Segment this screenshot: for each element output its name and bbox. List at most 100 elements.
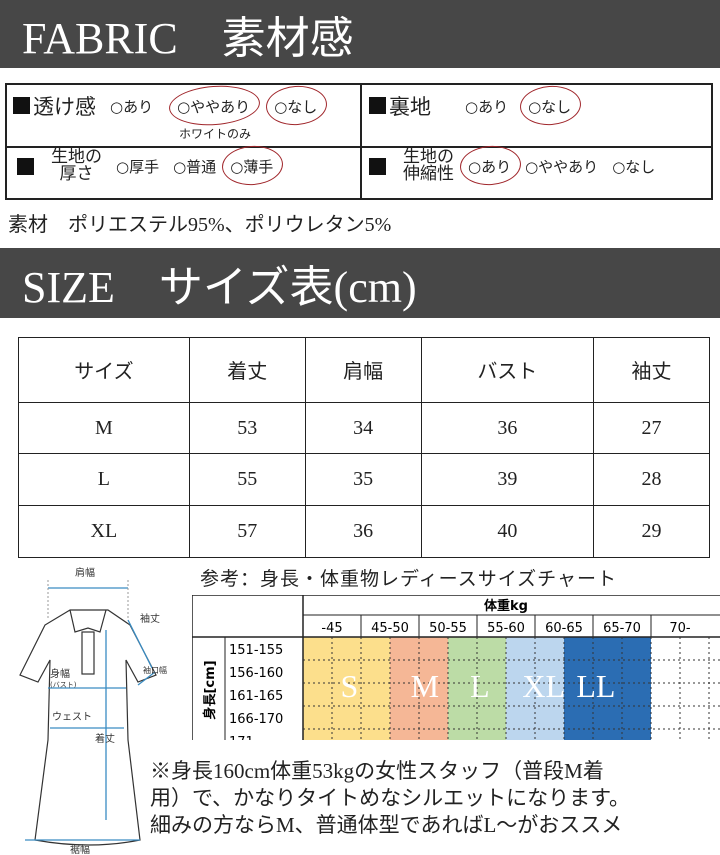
transparency-label: 透け感: [33, 95, 96, 119]
table-cell: 40: [420, 505, 595, 558]
band-cell: [506, 637, 536, 740]
size-chart: 体重kg -45 45-50 50-55 55-60 60-65 65-70 70- 151-1…: [192, 595, 720, 740]
option-lining-yes: ○あり: [465, 97, 509, 116]
band-cell: [593, 637, 623, 740]
stretch-label-2: 伸縮性: [403, 164, 454, 184]
stretch-row: 生地の 伸縮性 ○あり ○ややあり ○なし: [369, 143, 656, 187]
square-bullet-icon: [13, 97, 30, 114]
table-cell: 28: [593, 453, 710, 507]
chart-title: 参考：身長・体重物レディースサイズチャート: [200, 569, 617, 590]
square-bullet-icon: [369, 157, 386, 175]
option-thick: ○厚手: [116, 157, 160, 176]
band-cell: [622, 637, 652, 740]
fabric-header: FABRIC 素材感: [0, 0, 720, 68]
note-line: 用）で、かなりタイトめなシルエットになります。: [150, 786, 631, 810]
col-header: 体重kg: [484, 598, 528, 614]
table-row: L 55 35 39 28: [18, 453, 710, 507]
note-line: 細みの方ならM、普通体型であればL～がおススメ: [150, 813, 623, 837]
table-cell: 35: [304, 453, 422, 507]
stretch-label-1: 生地の: [403, 147, 454, 167]
table-cell: 36: [420, 401, 595, 455]
transparency-row: 透け感 ○あり ○ややあり ○なし: [13, 82, 329, 128]
table-cell: 57: [188, 505, 306, 558]
thickness-label-2: 厚さ: [59, 164, 94, 184]
label-bust: 身幅: [50, 667, 70, 680]
header-cell: サイズ: [18, 337, 190, 403]
col-label: 60-65: [545, 621, 583, 636]
table-cell: 27: [593, 401, 710, 455]
note-text: ※身長160cm体重53kgの女性スタッフ（普段M着 用）で、かなりタイトめなシ…: [150, 758, 630, 839]
col-label: 65-70: [603, 621, 641, 636]
col-label: 70-: [669, 621, 691, 636]
band-cell: [332, 637, 362, 740]
table-cell: 55: [188, 453, 306, 507]
table-cell: XL: [18, 505, 190, 558]
garment-diagram: 肩幅 袖丈 袖口幅 身幅 (バスト) ウェスト 着丈 裾幅: [19, 566, 167, 855]
size-band-label: LL: [576, 668, 615, 704]
header-cell: 袖丈: [593, 337, 710, 403]
row-label: 171-: [229, 735, 259, 740]
label-cuff: 袖口幅: [143, 665, 167, 675]
option-no-transparency: ○なし: [274, 97, 318, 116]
size-band-label: XL: [522, 668, 565, 704]
col-label: -45: [321, 621, 342, 636]
band-cell: [564, 637, 594, 740]
band-cell: [419, 637, 449, 740]
label-sleeve: 袖丈: [140, 612, 160, 625]
table-row: M 53 34 36 27: [18, 401, 710, 455]
transparency-note: ホワイトのみ: [179, 127, 252, 141]
thickness-label-1: 生地の: [51, 147, 102, 167]
lining-label: 裏地: [389, 95, 431, 119]
size-header: SIZE サイズ表(cm): [0, 248, 720, 318]
table-cell: 53: [188, 401, 306, 455]
option-stretch-no: ○なし: [612, 157, 656, 176]
header-cell: バスト: [420, 337, 595, 403]
note-line: ※身長160cm体重53kgの女性スタッフ（普段M着: [150, 759, 604, 783]
band-cell: [390, 637, 420, 740]
size-band-label: S: [341, 668, 359, 704]
row-label: 151-155: [229, 643, 283, 658]
band-cell: [361, 637, 391, 740]
row-label: 166-170: [229, 712, 283, 727]
label-waist: ウェスト: [52, 711, 92, 723]
label-length: 着丈: [95, 732, 115, 745]
table-row: XL 57 36 40 29: [18, 505, 710, 558]
label-bust-sub: (バスト): [50, 681, 77, 689]
table-cell: 39: [420, 453, 595, 507]
col-label: 45-50: [371, 621, 409, 636]
row-label: 156-160: [229, 666, 283, 681]
size-band-label: L: [470, 668, 490, 704]
band-cell: [448, 637, 478, 740]
label-shoulder: 肩幅: [75, 566, 95, 579]
table-cell: M: [18, 401, 190, 455]
row-label: 161-165: [229, 689, 283, 704]
table-header-row: サイズ 着丈 肩幅 バスト 袖丈: [18, 337, 710, 403]
header-cell: 着丈: [188, 337, 306, 403]
square-bullet-icon: [17, 157, 34, 175]
band-cell: [477, 637, 507, 740]
option-none-transparency: ○あり: [110, 97, 154, 116]
row-header: 身長[cm]: [202, 660, 218, 719]
option-stretch-yes: ○あり: [468, 157, 512, 176]
size-table: サイズ 着丈 肩幅 バスト 袖丈 M 53 34 36 27 L 55 35 39 28 XL 5…: [18, 337, 710, 558]
label-hem: 裾幅: [70, 843, 90, 855]
col-label: 50-55: [429, 621, 467, 636]
col-label: 55-60: [487, 621, 525, 636]
table-cell: 29: [593, 505, 710, 558]
band-cell: [651, 637, 681, 740]
material-text: 素材 ポリエステル95%、ポリウレタン5%: [8, 214, 392, 236]
band-cell: [303, 637, 333, 740]
header-cell: 肩幅: [304, 337, 422, 403]
band-cell: [535, 637, 565, 740]
table-cell: 34: [304, 401, 422, 455]
square-bullet-icon: [369, 97, 386, 114]
fabric-table: 透け感 ○あり ○ややあり ○なし ホワイトのみ 裏地 ○あり ○なし 生地の厚…: [5, 82, 713, 200]
size-band-label: M: [411, 668, 439, 704]
option-lining-no: ○なし: [528, 97, 572, 116]
option-normal: ○普通: [173, 157, 217, 176]
band-cell: [680, 637, 710, 740]
table-cell: 36: [304, 505, 422, 558]
thickness-row: 生地の 厚さ ○厚手 ○普通 ○薄手: [17, 143, 285, 187]
option-stretch-slight: ○ややあり: [525, 157, 599, 176]
table-cell: L: [18, 453, 190, 507]
